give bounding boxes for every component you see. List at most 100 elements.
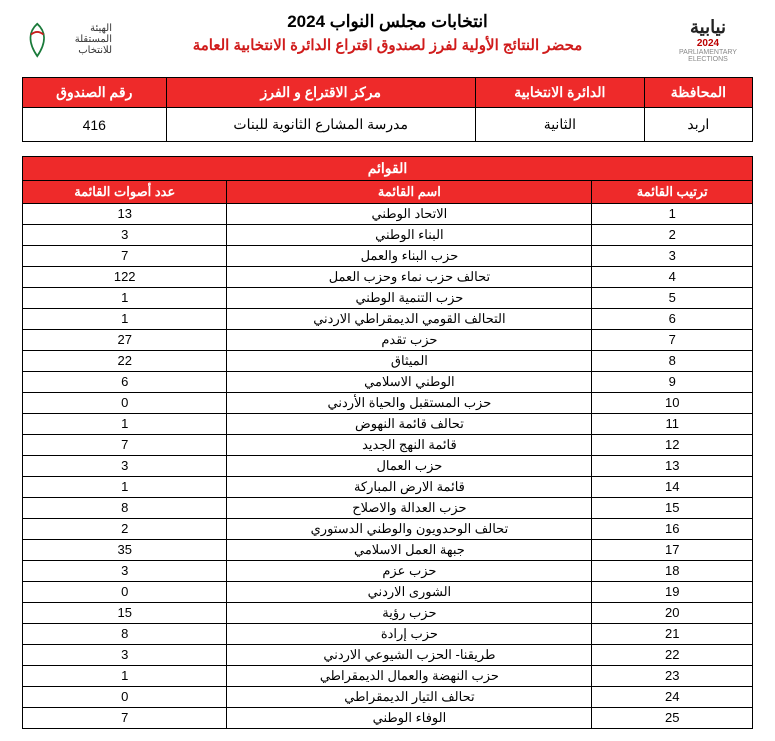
cell-name: طريقنا- الحزب الشيوعي الاردني bbox=[227, 645, 592, 666]
cell-rank: 20 bbox=[592, 603, 753, 624]
logo-right-sub: PARLIAMENTARY ELECTIONS bbox=[663, 49, 753, 63]
cell-votes: 0 bbox=[23, 687, 227, 708]
table-row: 21حزب إرادة8 bbox=[23, 624, 753, 645]
table-row: 7حزب تقدم27 bbox=[23, 330, 753, 351]
cell-rank: 18 bbox=[592, 561, 753, 582]
table-row: 3حزب البناء والعمل7 bbox=[23, 246, 753, 267]
table-row: 15حزب العدالة والاصلاح8 bbox=[23, 498, 753, 519]
table-row: 17جبهة العمل الاسلامي35 bbox=[23, 540, 753, 561]
header: نيابية 2024 PARLIAMENTARY ELECTIONS انتخ… bbox=[22, 12, 753, 67]
table-row: 25الوفاء الوطني7 bbox=[23, 708, 753, 729]
cell-name: حزب إرادة bbox=[227, 624, 592, 645]
cell-rank: 2 bbox=[592, 225, 753, 246]
cell-rank: 10 bbox=[592, 393, 753, 414]
cell-name: التحالف القومي الديمقراطي الاردني bbox=[227, 309, 592, 330]
cell-name: الشورى الاردني bbox=[227, 582, 592, 603]
cell-name: حزب العدالة والاصلاح bbox=[227, 498, 592, 519]
cell-votes: 7 bbox=[23, 246, 227, 267]
cell-rank: 25 bbox=[592, 708, 753, 729]
cell-rank: 14 bbox=[592, 477, 753, 498]
cell-name: الوفاء الوطني bbox=[227, 708, 592, 729]
cell-votes: 8 bbox=[23, 498, 227, 519]
cell-votes: 1 bbox=[23, 477, 227, 498]
table-row: 11تحالف قائمة النهوض1 bbox=[23, 414, 753, 435]
table-row: 8الميثاق22 bbox=[23, 351, 753, 372]
info-center: مدرسة المشارع الثانوية للبنات bbox=[166, 108, 475, 142]
cell-name: تحالف الوحدويون والوطني الدستوري bbox=[227, 519, 592, 540]
cell-votes: 35 bbox=[23, 540, 227, 561]
cell-rank: 11 bbox=[592, 414, 753, 435]
info-district: الثانية bbox=[475, 108, 644, 142]
cell-rank: 6 bbox=[592, 309, 753, 330]
logo-left-l2: للانتخاب bbox=[57, 45, 113, 56]
cell-votes: 1 bbox=[23, 309, 227, 330]
cell-votes: 3 bbox=[23, 456, 227, 477]
cell-name: حزب رؤية bbox=[227, 603, 592, 624]
info-row: اربد الثانية مدرسة المشارع الثانوية للبن… bbox=[23, 108, 753, 142]
cell-name: حزب النهضة والعمال الديمقراطي bbox=[227, 666, 592, 687]
cell-name: حزب عزم bbox=[227, 561, 592, 582]
logo-elections-icon: نيابية 2024 PARLIAMENTARY ELECTIONS bbox=[663, 12, 753, 67]
cell-votes: 3 bbox=[23, 225, 227, 246]
lists-header-rank: ترتيب القائمة bbox=[592, 181, 753, 204]
table-row: 4تحالف حزب نماء وحزب العمل122 bbox=[23, 267, 753, 288]
cell-name: حزب العمال bbox=[227, 456, 592, 477]
table-row: 5حزب التنمية الوطني1 bbox=[23, 288, 753, 309]
cell-name: تحالف حزب نماء وحزب العمل bbox=[227, 267, 592, 288]
table-row: 22طريقنا- الحزب الشيوعي الاردني3 bbox=[23, 645, 753, 666]
cell-rank: 22 bbox=[592, 645, 753, 666]
cell-rank: 9 bbox=[592, 372, 753, 393]
cell-rank: 17 bbox=[592, 540, 753, 561]
cell-name: الوطني الاسلامي bbox=[227, 372, 592, 393]
cell-votes: 27 bbox=[23, 330, 227, 351]
cell-name: حزب تقدم bbox=[227, 330, 592, 351]
table-row: 20حزب رؤية15 bbox=[23, 603, 753, 624]
lists-section: القوائم ترتيب القائمة اسم القائمة عدد أص… bbox=[22, 156, 753, 729]
info-box: 416 bbox=[23, 108, 167, 142]
info-header-district: الدائرة الانتخابية bbox=[475, 78, 644, 108]
table-row: 19الشورى الاردني0 bbox=[23, 582, 753, 603]
cell-rank: 12 bbox=[592, 435, 753, 456]
cell-votes: 7 bbox=[23, 435, 227, 456]
page-title: انتخابات مجلس النواب 2024 bbox=[112, 12, 663, 32]
cell-votes: 1 bbox=[23, 414, 227, 435]
cell-name: الميثاق bbox=[227, 351, 592, 372]
cell-name: الاتحاد الوطني bbox=[227, 204, 592, 225]
cell-votes: 1 bbox=[23, 666, 227, 687]
cell-rank: 5 bbox=[592, 288, 753, 309]
info-table: المحافظة الدائرة الانتخابية مركز الاقترا… bbox=[22, 77, 753, 142]
cell-name: حزب البناء والعمل bbox=[227, 246, 592, 267]
cell-rank: 3 bbox=[592, 246, 753, 267]
info-header-box: رقم الصندوق bbox=[23, 78, 167, 108]
logo-right-year: 2024 bbox=[663, 38, 753, 49]
table-row: 9الوطني الاسلامي6 bbox=[23, 372, 753, 393]
cell-rank: 1 bbox=[592, 204, 753, 225]
logo-iec-icon: الهيئة المستقلة للانتخاب bbox=[22, 12, 112, 67]
cell-rank: 24 bbox=[592, 687, 753, 708]
cell-rank: 23 bbox=[592, 666, 753, 687]
info-governorate: اربد bbox=[644, 108, 752, 142]
cell-name: حزب التنمية الوطني bbox=[227, 288, 592, 309]
lists-title: القوائم bbox=[22, 156, 753, 180]
cell-rank: 13 bbox=[592, 456, 753, 477]
page: نيابية 2024 PARLIAMENTARY ELECTIONS انتخ… bbox=[0, 0, 775, 741]
page-subtitle: محضر النتائج الأولية لفرز لصندوق اقتراع … bbox=[112, 36, 663, 54]
cell-votes: 13 bbox=[23, 204, 227, 225]
cell-rank: 8 bbox=[592, 351, 753, 372]
cell-votes: 2 bbox=[23, 519, 227, 540]
table-row: 18حزب عزم3 bbox=[23, 561, 753, 582]
cell-votes: 22 bbox=[23, 351, 227, 372]
cell-name: قائمة النهج الجديد bbox=[227, 435, 592, 456]
cell-votes: 15 bbox=[23, 603, 227, 624]
table-row: 6التحالف القومي الديمقراطي الاردني1 bbox=[23, 309, 753, 330]
iec-emblem-icon bbox=[22, 20, 53, 60]
cell-votes: 122 bbox=[23, 267, 227, 288]
cell-rank: 16 bbox=[592, 519, 753, 540]
cell-rank: 7 bbox=[592, 330, 753, 351]
cell-votes: 3 bbox=[23, 645, 227, 666]
cell-rank: 19 bbox=[592, 582, 753, 603]
cell-votes: 3 bbox=[23, 561, 227, 582]
cell-rank: 21 bbox=[592, 624, 753, 645]
cell-votes: 1 bbox=[23, 288, 227, 309]
cell-name: البناء الوطني bbox=[227, 225, 592, 246]
